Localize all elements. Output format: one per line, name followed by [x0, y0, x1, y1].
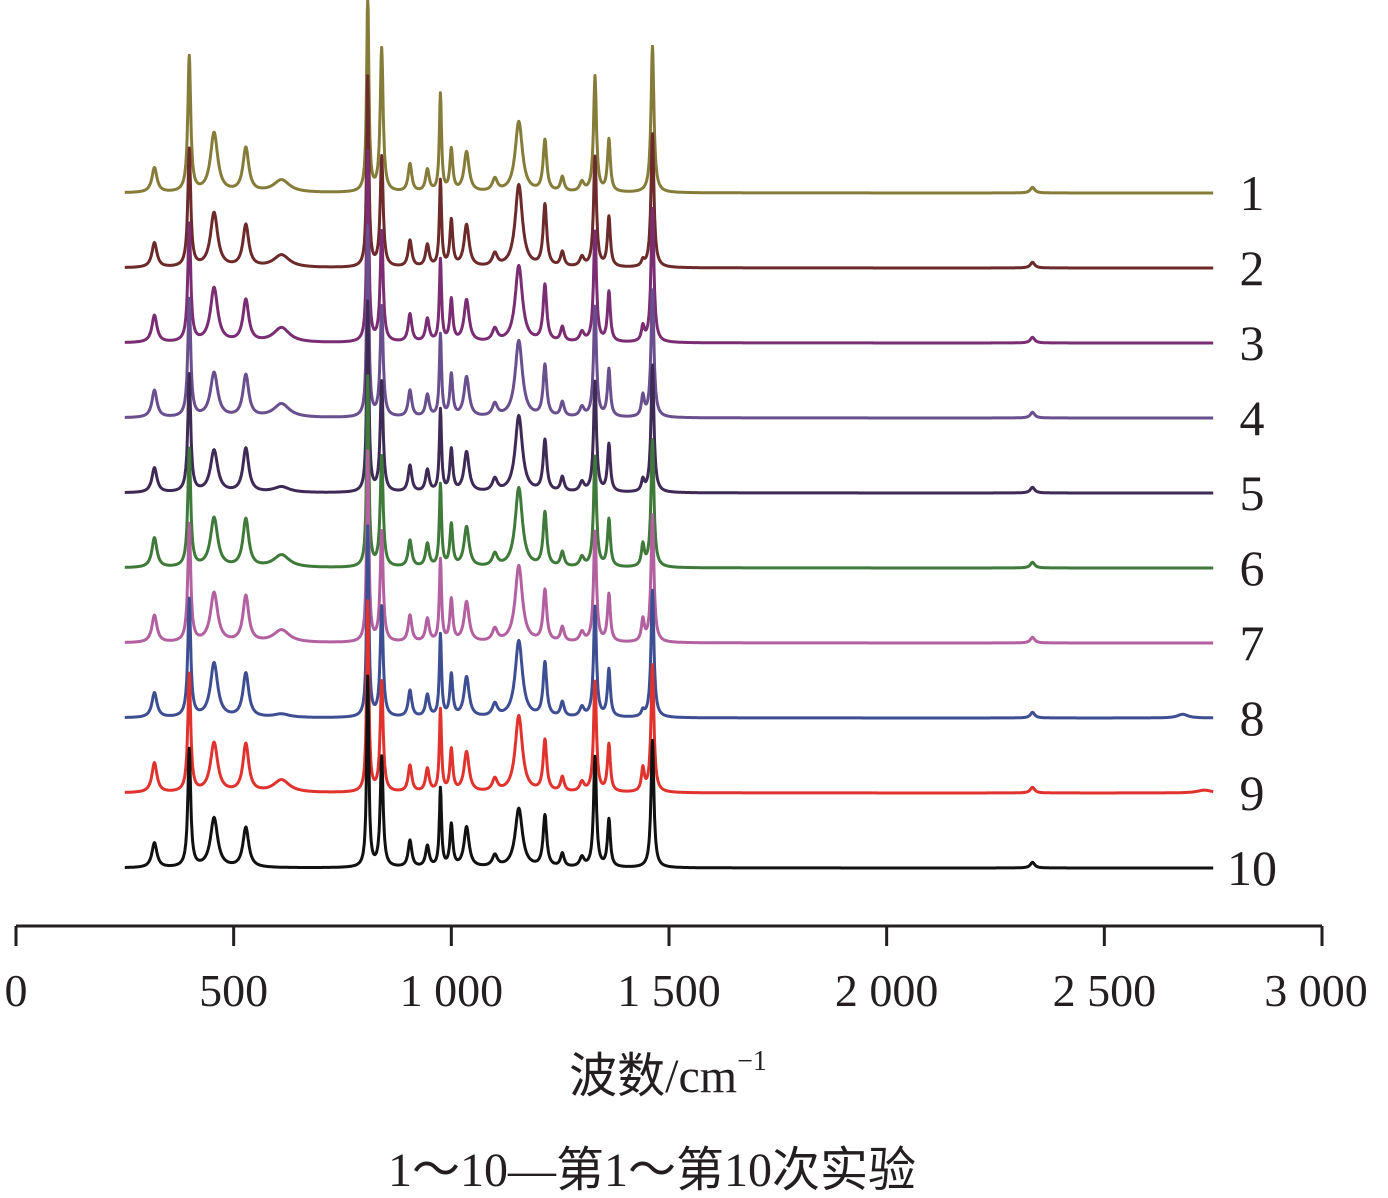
spectrum-series-9 [123, 599, 1215, 795]
figure-caption: 1～10—第1～第10次实验 [388, 1144, 916, 1197]
x-tick-label: 1 500 [617, 965, 721, 1016]
series-label-1: 1 [1240, 165, 1265, 221]
series-label-2: 2 [1240, 240, 1265, 296]
spectrum-series-10 [123, 674, 1215, 870]
spectrum-series-2 [123, 74, 1215, 270]
series-label-6: 6 [1240, 540, 1265, 596]
x-axis: 0 500 1 000 1 500 2 000 2 500 3 000 [5, 924, 1368, 1016]
x-tick-label: 2 500 [1053, 965, 1157, 1016]
spectrum-series-5 [123, 299, 1215, 495]
x-axis-title-superscript: −1 [737, 1046, 767, 1077]
x-axis-ticks: 0 500 1 000 1 500 2 000 2 500 3 000 [5, 926, 1368, 1016]
spectra-series-group: 1 2 3 4 5 6 7 8 9 10 [123, 0, 1277, 896]
series-label-5: 5 [1240, 465, 1265, 521]
spectrum-series-6 [123, 374, 1215, 570]
series-label-3: 3 [1240, 315, 1265, 371]
x-axis-title: 波数/cm−1 [569, 1046, 767, 1103]
spectrum-series-8 [123, 524, 1215, 720]
spectrum-series-7 [123, 449, 1215, 645]
series-label-8: 8 [1240, 690, 1265, 746]
spectrum-series-3 [123, 149, 1215, 345]
series-label-10: 10 [1227, 840, 1277, 896]
spectrum-series-4 [123, 224, 1215, 420]
spectrum-series-1 [123, 0, 1215, 195]
x-tick-label: 500 [199, 965, 268, 1016]
x-tick-label: 0 [5, 965, 28, 1016]
x-tick-label: 2 000 [835, 965, 939, 1016]
x-tick-label: 1 000 [400, 965, 504, 1016]
series-label-9: 9 [1240, 765, 1265, 821]
series-label-7: 7 [1240, 615, 1265, 671]
series-label-4: 4 [1240, 390, 1265, 446]
x-tick-label: 3 000 [1264, 965, 1368, 1016]
x-axis-title-text: 波数/cm [569, 1050, 737, 1103]
